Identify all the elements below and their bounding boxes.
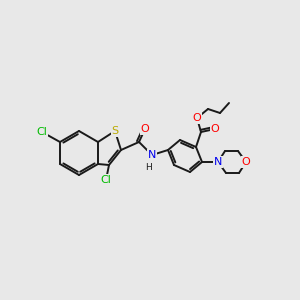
- Text: O: O: [141, 124, 149, 134]
- Text: Cl: Cl: [100, 175, 111, 185]
- Text: Cl: Cl: [37, 127, 47, 137]
- Text: O: O: [242, 157, 250, 167]
- Text: O: O: [193, 113, 201, 123]
- Text: N: N: [148, 150, 156, 160]
- Text: O: O: [211, 124, 219, 134]
- Text: S: S: [111, 126, 118, 136]
- Text: H: H: [146, 163, 152, 172]
- Text: N: N: [214, 157, 222, 167]
